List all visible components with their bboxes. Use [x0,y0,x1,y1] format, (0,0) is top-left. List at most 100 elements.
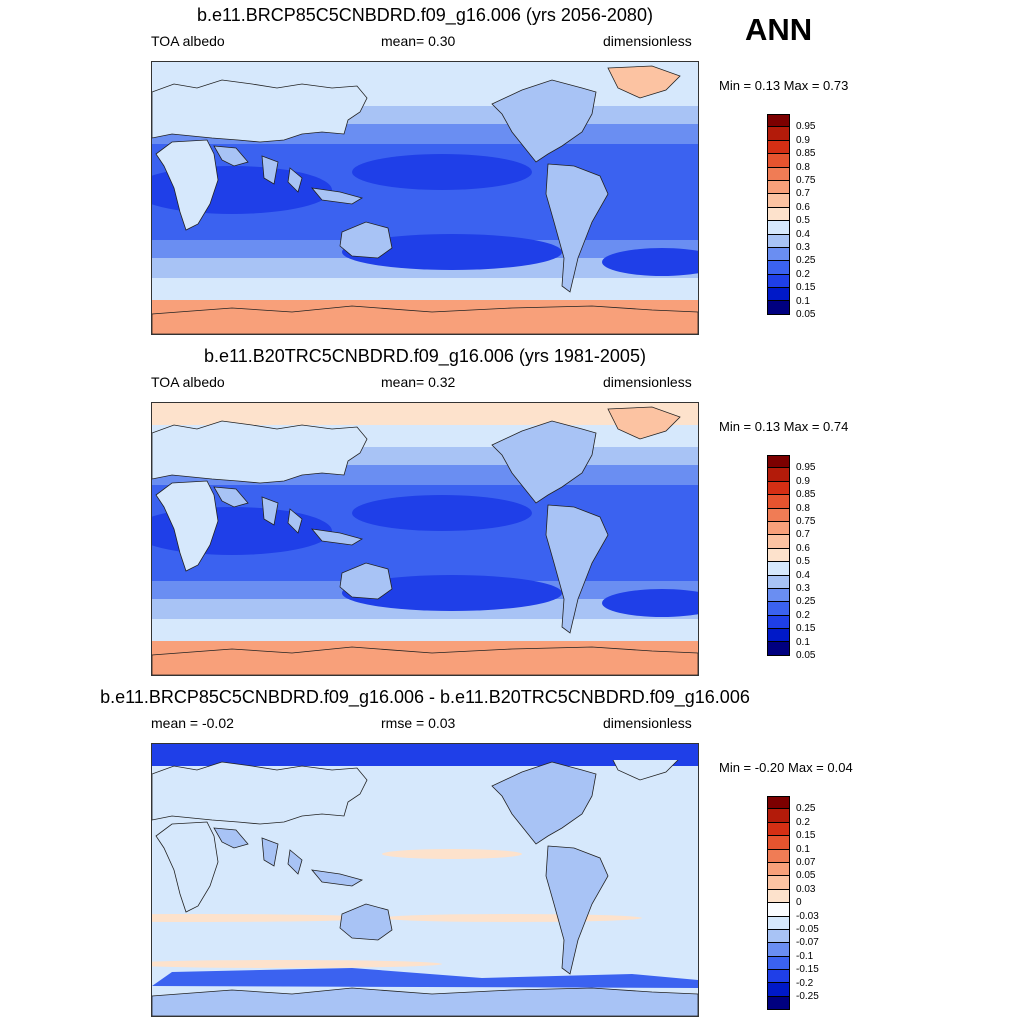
colorbar-swatch [767,274,790,289]
colorbar-tick-label: 0.05 [796,870,816,882]
colorbar-swatch [767,602,790,616]
mean-label: mean= 0.30 [381,33,456,49]
colorbar-tick-label: 0.75 [796,516,816,527]
continent-outline [152,79,368,143]
colorbar-tick-label: 0.4 [796,228,810,240]
continent-outline [607,65,681,99]
continent-outline [152,987,698,1016]
variable-label: TOA albedo [151,33,225,49]
continent-outline [287,167,303,193]
panel-title: b.e11.BRCP85C5CNBDRD.f09_g16.006 - b.e11… [100,687,750,707]
continent-outline [152,305,698,334]
colorbar-swatch [767,234,790,248]
colorbar-swatch [767,548,790,563]
colorbar-swatch [767,127,790,141]
units-label: dimensionless [603,33,692,49]
colorbar-swatch [767,562,790,576]
continent-outline [213,486,249,508]
colorbar-tick-label: -0.15 [796,964,819,976]
continent-outline [545,845,609,975]
colorbar-tick-label: 0.75 [796,175,816,186]
continent-outline [213,145,249,167]
continent-outline [491,420,597,504]
colorbar-swatch [767,642,790,656]
colorbar-tick-label: 0.15 [796,830,816,842]
colorbar-swatch [767,154,790,168]
continent-outline [545,163,609,293]
continent-outline [261,496,279,526]
colorbar-tick-label: 0.5 [796,215,810,227]
colorbar-tick-label: 0.95 [796,121,816,133]
colorbar-swatch [767,889,790,904]
colorbar-tick-label: 0.25 [796,255,816,267]
continent-outline [152,420,368,484]
albedo-map [151,61,699,335]
min-max-label: Min = 0.13 Max = 0.73 [719,78,849,93]
colorbar-swatch [767,615,790,630]
colorbar-swatch [767,916,790,930]
colorbar-swatch [767,521,790,536]
colorbar-tick-label: 0.85 [796,489,816,501]
colorbar-tick-label: 0.95 [796,462,816,474]
colorbar-tick-label: 0.2 [796,609,810,621]
colorbar-tick-label: -0.25 [796,991,819,1002]
map-field [152,62,698,334]
continent-outline [155,821,219,913]
colorbar-tick-label: 0.07 [796,857,816,868]
colorbar-swatch [767,836,790,850]
colorbar-swatch [767,929,790,944]
continent-outline [339,562,393,600]
deep-ocean-region [352,154,532,190]
continent-outline [155,139,219,231]
colorbar-swatch [767,207,790,222]
difference-map [151,743,699,1017]
panel-historical: b.e11.B20TRC5CNBDRD.f09_g16.006 (yrs 198… [0,341,1024,681]
colorbar-swatch [767,862,790,877]
colorbar-swatch [767,956,790,971]
map-field [152,403,698,675]
colorbar-swatch [767,495,790,509]
continent-outline [491,79,597,163]
continent-outline [155,480,219,572]
colorbar-swatch [767,247,790,262]
latitude-band [152,854,698,894]
mean-label: mean = -0.02 [151,715,234,731]
colorbar-swatch [767,455,790,469]
latitude-band [152,278,698,300]
colorbar-tick-label: 0 [796,897,802,909]
continent-outline [607,406,681,440]
colorbar-swatch [767,180,790,195]
panel-title: b.e11.B20TRC5CNBDRD.f09_g16.006 (yrs 198… [204,346,646,366]
colorbar-tick-label: 0.15 [796,623,816,635]
variable-label: TOA albedo [151,374,225,390]
colorbar-tick-label: 0.6 [796,201,810,213]
colorbar [767,455,790,656]
colorbar-swatch [767,301,790,315]
mean-label: mean= 0.32 [381,374,456,390]
colorbar-tick-label: -0.07 [796,937,819,949]
colorbar-tick-label: 0.5 [796,556,810,568]
colorbar-swatch [767,809,790,823]
continent-outline [339,903,393,941]
latitude-band [152,940,698,960]
positive-anomaly-band [382,914,642,922]
continent-outline [152,646,698,675]
colorbar-swatch [767,535,790,549]
colorbar-swatch [767,629,790,643]
latitude-band [152,403,698,425]
colorbar-swatch [767,194,790,208]
colorbar-swatch [767,996,790,1011]
colorbar-tick-label: 0.25 [796,803,816,815]
units-label: dimensionless [603,374,692,390]
colorbar-swatch [767,903,790,917]
colorbar-tick-label: 0.8 [796,161,810,173]
colorbar-swatch [767,140,790,155]
colorbar-swatch [767,261,790,275]
positive-anomaly-band [152,960,442,968]
colorbar-tick-label: 0.1 [796,636,810,648]
map-field [152,744,698,1016]
colorbar-swatch [767,508,790,522]
albedo-map [151,402,699,676]
panel-future: b.e11.BRCP85C5CNBDRD.f09_g16.006 (yrs 20… [0,0,1024,340]
colorbar-tick-label: 0.3 [796,242,810,253]
